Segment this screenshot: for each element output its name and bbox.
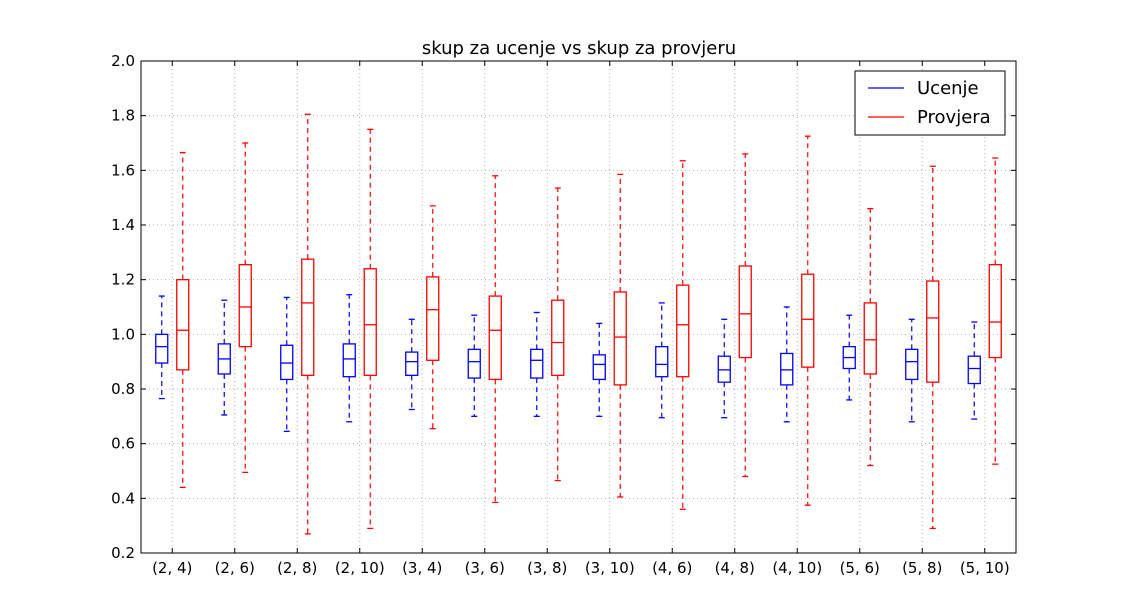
- box-ucenje: [530, 311, 544, 417]
- x-tick-label: (5, 6): [840, 559, 880, 577]
- box-ucenje: [905, 318, 919, 423]
- iqr-box-ucenje: [342, 343, 356, 378]
- iqr-box-provjera: [801, 273, 815, 368]
- y-tick-label: 0.8: [111, 380, 135, 398]
- iqr-box-ucenje: [967, 355, 981, 385]
- y-tick-label: 0.4: [111, 489, 135, 507]
- box-ucenje: [217, 299, 231, 416]
- box-provjera: [551, 187, 565, 482]
- x-tick-label: (4, 8): [715, 559, 755, 577]
- box-ucenje: [405, 318, 419, 411]
- iqr-box-provjera: [363, 268, 377, 376]
- box-ucenje: [967, 321, 981, 420]
- box-provjera: [301, 113, 315, 535]
- y-tick-label: 1.2: [111, 271, 135, 289]
- box-provjera: [988, 157, 1002, 465]
- iqr-box-provjera: [488, 295, 502, 381]
- y-tick-label: 0.2: [111, 544, 135, 562]
- box-provjera: [863, 207, 877, 467]
- legend-label-ucenje: Ucenje: [917, 78, 979, 99]
- iqr-box-provjera: [551, 299, 565, 376]
- box-provjera: [488, 175, 502, 504]
- box-ucenje: [342, 294, 356, 423]
- iqr-box-ucenje: [905, 348, 919, 381]
- x-tick-label: (3, 8): [527, 559, 567, 577]
- iqr-box-provjera: [738, 265, 752, 359]
- iqr-box-ucenje: [592, 354, 606, 381]
- x-tick-label: (4, 6): [652, 559, 692, 577]
- x-tick-label: (5, 10): [960, 559, 1010, 577]
- box-ucenje: [155, 295, 169, 400]
- y-tick-label: 1.4: [111, 216, 135, 234]
- x-tick-label: (3, 4): [402, 559, 442, 577]
- box-ucenje: [780, 306, 794, 423]
- legend-frame: [854, 70, 1006, 136]
- box-provjera: [238, 142, 252, 474]
- iqr-box-provjera: [676, 284, 690, 378]
- x-tick-label: (3, 10): [585, 559, 635, 577]
- box-ucenje: [467, 314, 481, 417]
- iqr-box-provjera: [926, 280, 940, 383]
- box-series: [155, 113, 1002, 535]
- iqr-box-ucenje: [530, 348, 544, 379]
- iqr-box-ucenje: [280, 344, 294, 381]
- y-tick-label: 2.0: [111, 52, 135, 70]
- iqr-box-ucenje: [155, 333, 169, 364]
- legend: Ucenje Provjera: [854, 70, 1006, 136]
- box-ucenje: [655, 302, 669, 419]
- box-ucenje: [592, 322, 606, 417]
- iqr-box-provjera: [238, 263, 252, 348]
- box-provjera: [426, 205, 440, 430]
- y-tick-label: 1.0: [111, 325, 135, 343]
- box-ucenje: [280, 296, 294, 433]
- box-provjera: [613, 173, 627, 498]
- y-tick-label: 1.8: [111, 107, 135, 125]
- x-tick-label: (2, 10): [335, 559, 385, 577]
- box-ucenje: [842, 314, 856, 401]
- x-tick-label: (2, 8): [277, 559, 317, 577]
- y-tick-label: 1.6: [111, 161, 135, 179]
- box-provjera: [926, 165, 940, 530]
- y-tick-label: 0.6: [111, 435, 135, 453]
- box-provjera: [801, 135, 815, 506]
- x-tick-label: (2, 4): [152, 559, 192, 577]
- box-ucenje: [717, 318, 731, 419]
- x-tick-label: (3, 6): [465, 559, 505, 577]
- plot-frame: [140, 60, 1017, 554]
- box-provjera: [176, 151, 190, 489]
- x-tick-label: (2, 6): [215, 559, 255, 577]
- iqr-box-ucenje: [405, 351, 419, 376]
- iqr-box-provjera: [426, 276, 440, 361]
- iqr-box-provjera: [613, 291, 627, 386]
- iqr-box-ucenje: [467, 348, 481, 379]
- x-tick-label: (4, 10): [772, 559, 822, 577]
- axes: 0.2 0.4 0.6 0.8 1.0 1.2 1.4 1.6 1.8 2.0 (2, 4) (2, …: [111, 52, 1016, 577]
- box-provjera: [738, 153, 752, 478]
- iqr-box-ucenje: [655, 345, 669, 378]
- iqr-box-ucenje: [780, 352, 794, 386]
- x-tick-label: (5, 8): [902, 559, 942, 577]
- box-provjera: [676, 160, 690, 510]
- box-provjera: [363, 128, 377, 530]
- iqr-box-provjera: [301, 258, 315, 376]
- chart-title: skup za ucenje vs skup za provjeru: [422, 38, 736, 59]
- iqr-box-provjera: [863, 302, 877, 375]
- iqr-box-ucenje: [717, 355, 731, 383]
- iqr-box-provjera: [988, 263, 1002, 359]
- legend-label-provjera: Provjera: [917, 107, 991, 128]
- iqr-box-provjera: [176, 279, 190, 371]
